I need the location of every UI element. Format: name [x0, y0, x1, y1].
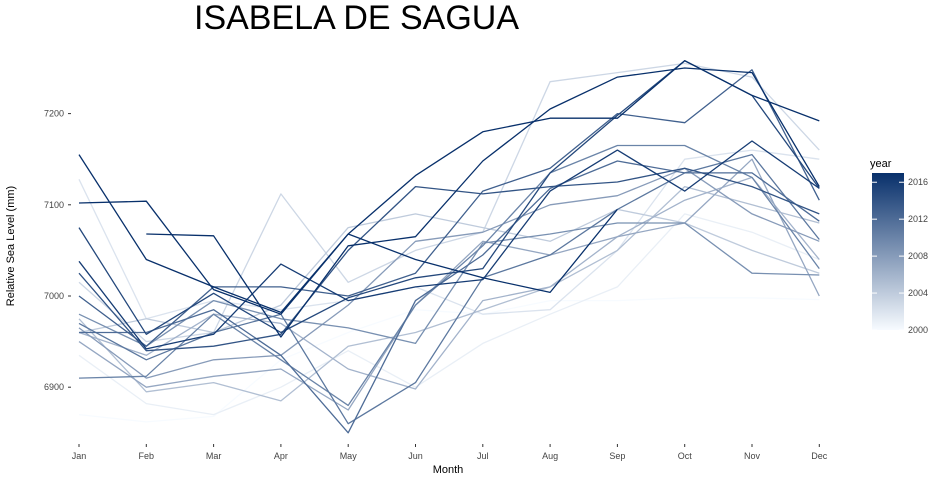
series-line-2016-16: [78, 140, 820, 350]
series-line-2011-11: [78, 153, 820, 425]
x-tick-label-May: May: [340, 451, 358, 461]
series-line-2002-2: [78, 149, 820, 320]
y-tick-label-6900: 6900: [44, 382, 64, 392]
series-line-2003-3: [78, 62, 820, 343]
legend-label-2004: 2004: [908, 288, 928, 298]
legend-label-2000: 2000: [908, 325, 928, 335]
series-line-2004-4: [78, 208, 820, 334]
series-line-2017-19: [146, 67, 820, 338]
series-line-2006-6: [78, 176, 820, 390]
x-axis-title: Month: [433, 464, 464, 476]
legend: year 2000 2004 2008 2012 2016: [870, 158, 928, 335]
series-line-2017-18: [78, 60, 820, 315]
chart-title: ISABELA DE SAGUA: [194, 0, 519, 37]
y-tick-label-7100: 7100: [44, 200, 64, 210]
x-tick-label-Jan: Jan: [72, 451, 87, 461]
y-axis-title: Relative Sea Level (mm): [5, 186, 17, 306]
x-axis: Jan Feb Mar Apr May Jun Jul Aug Sep Oct Nov Dec: [72, 444, 828, 461]
series-line-2010-10: [78, 144, 820, 407]
x-tick-label-Dec: Dec: [811, 451, 828, 461]
legend-title: year: [870, 158, 892, 170]
y-axis: 6900 7000 7100 7200: [44, 109, 71, 392]
x-tick-label-Oct: Oct: [678, 451, 693, 461]
series-line-2013-13: [78, 69, 820, 347]
legend-ticks: 2000 2004 2008 2012 2016: [872, 177, 928, 335]
series-line-2001-1: [78, 213, 820, 416]
x-tick-label-Jul: Jul: [477, 451, 489, 461]
x-tick-label-Aug: Aug: [542, 451, 558, 461]
legend-color-bar: [872, 173, 904, 330]
series-line-2007-7: [78, 158, 820, 411]
series-line-2012-12: [79, 160, 820, 434]
series-line-2009-9: [78, 222, 820, 347]
legend-label-2008: 2008: [908, 251, 928, 261]
x-tick-label-Feb: Feb: [139, 451, 155, 461]
x-tick-label-Mar: Mar: [206, 451, 222, 461]
series-line-2008-8: [78, 167, 820, 379]
plot-area: [78, 60, 820, 434]
series-line-2005-5: [78, 185, 820, 402]
x-tick-label-Sep: Sep: [609, 451, 625, 461]
legend-label-2012: 2012: [908, 214, 928, 224]
x-tick-label-Apr: Apr: [274, 451, 288, 461]
x-tick-label-Nov: Nov: [744, 451, 761, 461]
series-lines: [78, 60, 820, 434]
y-tick-label-7200: 7200: [44, 109, 64, 119]
x-tick-label-Jun: Jun: [408, 451, 423, 461]
y-tick-label-7000: 7000: [44, 291, 64, 301]
legend-label-2016: 2016: [908, 177, 928, 187]
series-line-2000-0: [78, 297, 820, 423]
series-line-2014-14: [78, 167, 820, 352]
